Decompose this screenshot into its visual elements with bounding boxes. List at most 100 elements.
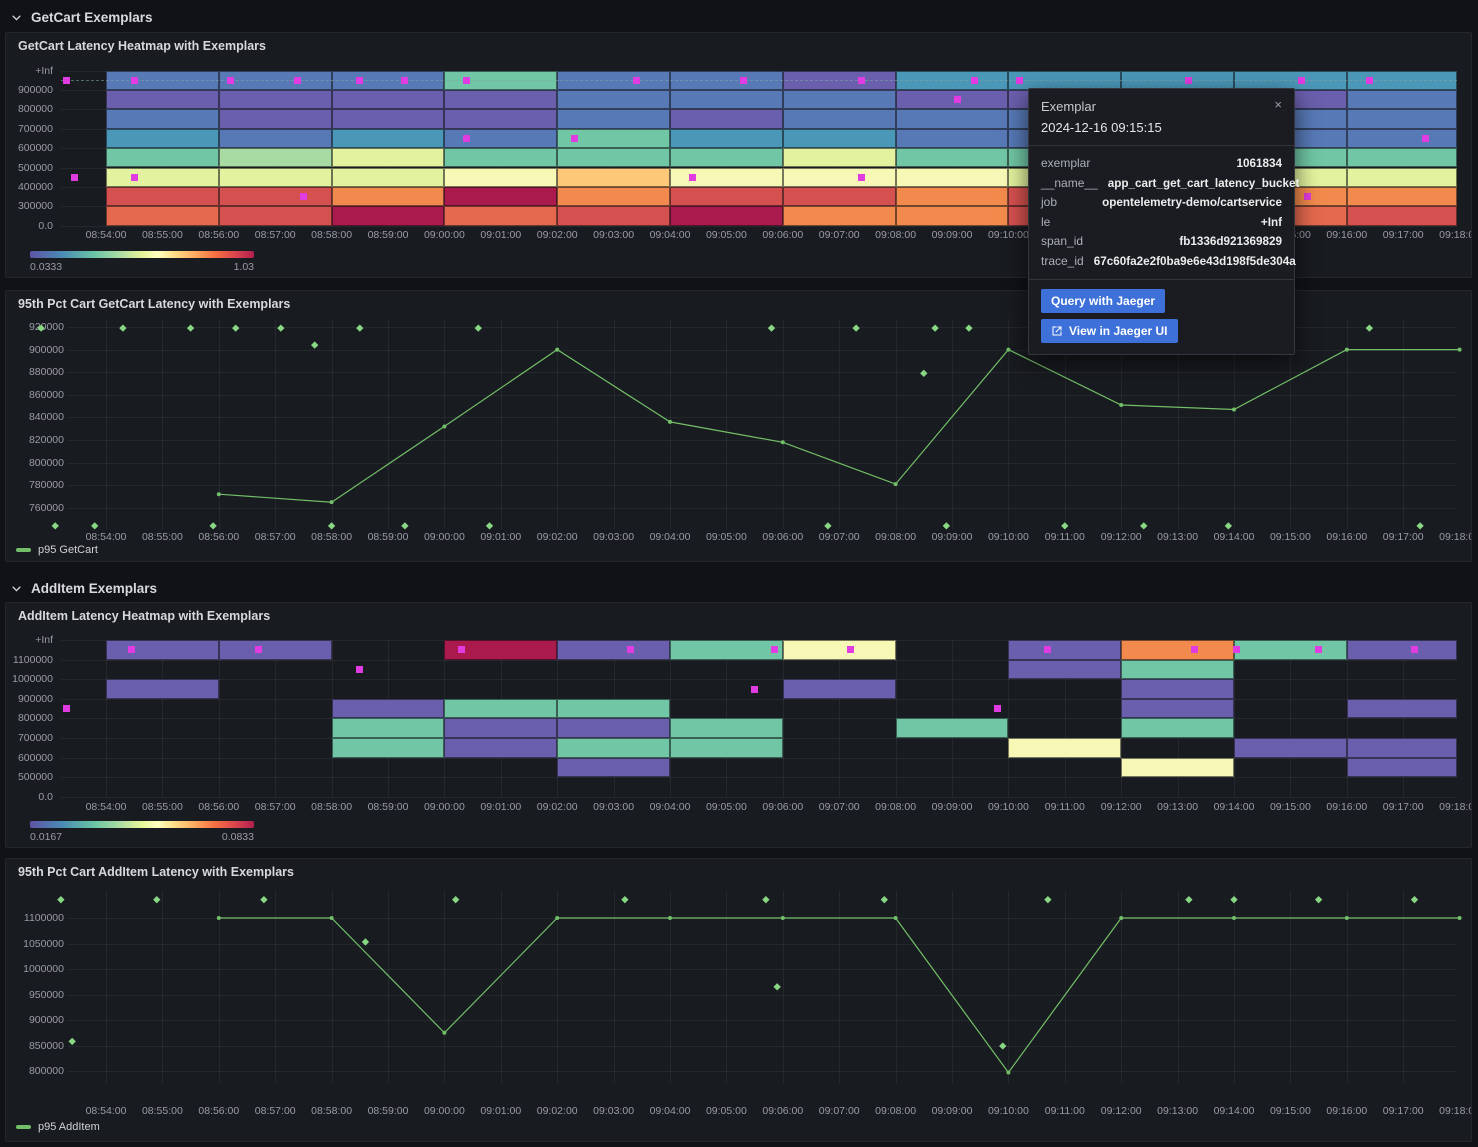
gridline bbox=[1346, 640, 1348, 797]
heatmap-cell bbox=[1346, 109, 1457, 129]
query-with-jaeger-button[interactable]: Query with Jaeger bbox=[1041, 289, 1166, 313]
heatmap-cell bbox=[782, 89, 896, 110]
gridline bbox=[500, 891, 502, 1083]
tooltip-title: Exemplar bbox=[1041, 99, 1096, 114]
heatmap-cell bbox=[1346, 128, 1457, 149]
axis-label-x: 08:59:00 bbox=[367, 531, 409, 543]
exemplar-diamond bbox=[361, 938, 370, 946]
axis-label-x: 08:54:00 bbox=[85, 531, 127, 543]
additem-line-plot[interactable]: 1100000 1050000 1000000 950000 900000 850000 8… bbox=[6, 859, 1471, 1141]
heatmap-cell bbox=[218, 128, 332, 149]
axis-label-x: 09:08:00 bbox=[875, 229, 917, 241]
heatmap-cell bbox=[782, 148, 896, 168]
close-icon[interactable]: × bbox=[1274, 97, 1282, 112]
axis-label-x: 09:09:00 bbox=[931, 531, 973, 543]
axis-label-y: 920000 bbox=[28, 321, 64, 333]
exemplar-diamond bbox=[91, 522, 99, 530]
axis-label-x: 09:18:00 bbox=[1439, 229, 1471, 241]
axis-label-y: 900000 bbox=[28, 1014, 64, 1026]
gridline bbox=[68, 943, 1457, 945]
exemplar-diamond bbox=[1314, 895, 1323, 904]
exemplar-marker bbox=[63, 705, 71, 713]
axis-label-x: 09:16:00 bbox=[1326, 801, 1368, 813]
heatmap-cell bbox=[331, 109, 445, 129]
axis-label-x: 09:01:00 bbox=[480, 801, 522, 813]
heatmap-cell bbox=[444, 148, 558, 168]
tooltip-field-value: 1061834 bbox=[1236, 157, 1282, 170]
gridline bbox=[61, 659, 1457, 661]
chevron-down-icon[interactable] bbox=[10, 582, 22, 594]
heatmap-cell bbox=[331, 718, 445, 738]
exemplar-marker bbox=[1298, 76, 1306, 84]
gridline bbox=[106, 640, 107, 797]
section-header-getcart-exemplars[interactable]: GetCart Exemplars bbox=[10, 6, 153, 28]
exemplar-diamond bbox=[931, 324, 939, 332]
legend-p95-additem[interactable]: p95 AddItem bbox=[16, 1121, 100, 1133]
exemplar-marker bbox=[401, 76, 409, 84]
exemplar-marker bbox=[294, 76, 302, 84]
axis-label-x: 09:02:00 bbox=[536, 229, 578, 241]
axis-label-x: 09:04:00 bbox=[649, 229, 691, 241]
heatmap-cell bbox=[670, 128, 783, 149]
exemplar-marker bbox=[971, 76, 979, 84]
panel-additem-heatmap: AddItem Latency Heatmap with Exemplars +… bbox=[5, 602, 1472, 848]
exemplar-diamond bbox=[1416, 522, 1424, 530]
gridline bbox=[68, 1045, 1457, 1047]
axis-label-y: 820000 bbox=[28, 434, 64, 446]
view-in-jaeger-ui-button[interactable]: View in Jaeger UI bbox=[1041, 319, 1178, 343]
panel-title[interactable]: AddItem Latency Heatmap with Exemplars bbox=[18, 609, 271, 623]
panel-title[interactable]: 95th Pct Cart AddItem Latency with Exemp… bbox=[18, 865, 295, 879]
gridline bbox=[68, 1020, 1457, 1021]
exemplar-diamond bbox=[1044, 895, 1052, 904]
gridline bbox=[275, 640, 277, 797]
heatmap-cell bbox=[895, 186, 1009, 207]
exemplar-marker bbox=[570, 134, 578, 142]
axis-label-x: 09:08:00 bbox=[875, 801, 917, 813]
axis-label-x: 09:16:00 bbox=[1326, 531, 1368, 543]
tooltip-field-value: fb1336d921369829 bbox=[1179, 235, 1282, 248]
exemplar-diamond bbox=[1140, 522, 1148, 530]
gridline bbox=[218, 891, 220, 1083]
exemplar-marker bbox=[751, 685, 759, 693]
tooltip-timestamp: 2024-12-16 09:15:15 bbox=[1029, 116, 1294, 146]
heatmap-cell bbox=[895, 167, 1009, 187]
gridline bbox=[162, 640, 164, 797]
heatmap-cell bbox=[557, 718, 670, 738]
exemplar-diamond bbox=[356, 324, 364, 332]
section-header-additem-exemplars[interactable]: AddItem Exemplars bbox=[10, 577, 157, 599]
axis-label-x: 09:10:00 bbox=[987, 1105, 1029, 1117]
gridline bbox=[782, 891, 784, 1083]
exemplar-marker bbox=[1233, 646, 1241, 654]
gridline bbox=[68, 440, 1457, 441]
heatmap-cell bbox=[557, 89, 670, 110]
gridline bbox=[218, 640, 220, 797]
heatmap-cell bbox=[557, 757, 670, 778]
axis-label-x: 09:17:00 bbox=[1382, 229, 1424, 241]
axis-label-x: 08:58:00 bbox=[311, 531, 353, 543]
chevron-down-icon[interactable] bbox=[10, 11, 22, 23]
panel-title[interactable]: 95th Pct Cart GetCart Latency with Exemp… bbox=[18, 297, 291, 311]
heatmap-cell bbox=[1346, 167, 1457, 187]
axis-label-x: 09:07:00 bbox=[818, 229, 860, 241]
heatmap-cell bbox=[218, 109, 332, 129]
heatmap-cell bbox=[1346, 186, 1457, 207]
additem-heatmap-plot[interactable]: +Inf 1100000 1000000 900000 800000 700000 6000… bbox=[6, 603, 1471, 847]
axis-label-y: 840000 bbox=[28, 411, 64, 424]
axis-label-x: 09:06:00 bbox=[762, 801, 804, 813]
axis-label-y: 0.0 bbox=[38, 790, 53, 803]
axis-label-x: 09:18:00 bbox=[1439, 1105, 1471, 1117]
axis-label-x: 09:08:00 bbox=[875, 1105, 917, 1117]
panel-title[interactable]: GetCart Latency Heatmap with Exemplars bbox=[18, 39, 266, 53]
section-title: AddItem Exemplars bbox=[31, 580, 158, 596]
axis-label-x: 09:18:00 bbox=[1439, 531, 1471, 543]
gridline bbox=[68, 994, 1457, 996]
exemplar-diamond bbox=[1185, 895, 1193, 904]
legend-p95-getcart[interactable]: p95 GetCart bbox=[16, 544, 98, 556]
axis-label-x: 08:59:00 bbox=[367, 801, 409, 813]
exemplar-marker bbox=[1365, 76, 1373, 84]
axis-label-y: 1000000 bbox=[23, 963, 64, 975]
exemplar-marker bbox=[858, 76, 866, 84]
exemplar-diamond bbox=[186, 324, 195, 332]
gridline bbox=[1121, 891, 1123, 1083]
axis-label-y: +Inf bbox=[35, 64, 53, 77]
